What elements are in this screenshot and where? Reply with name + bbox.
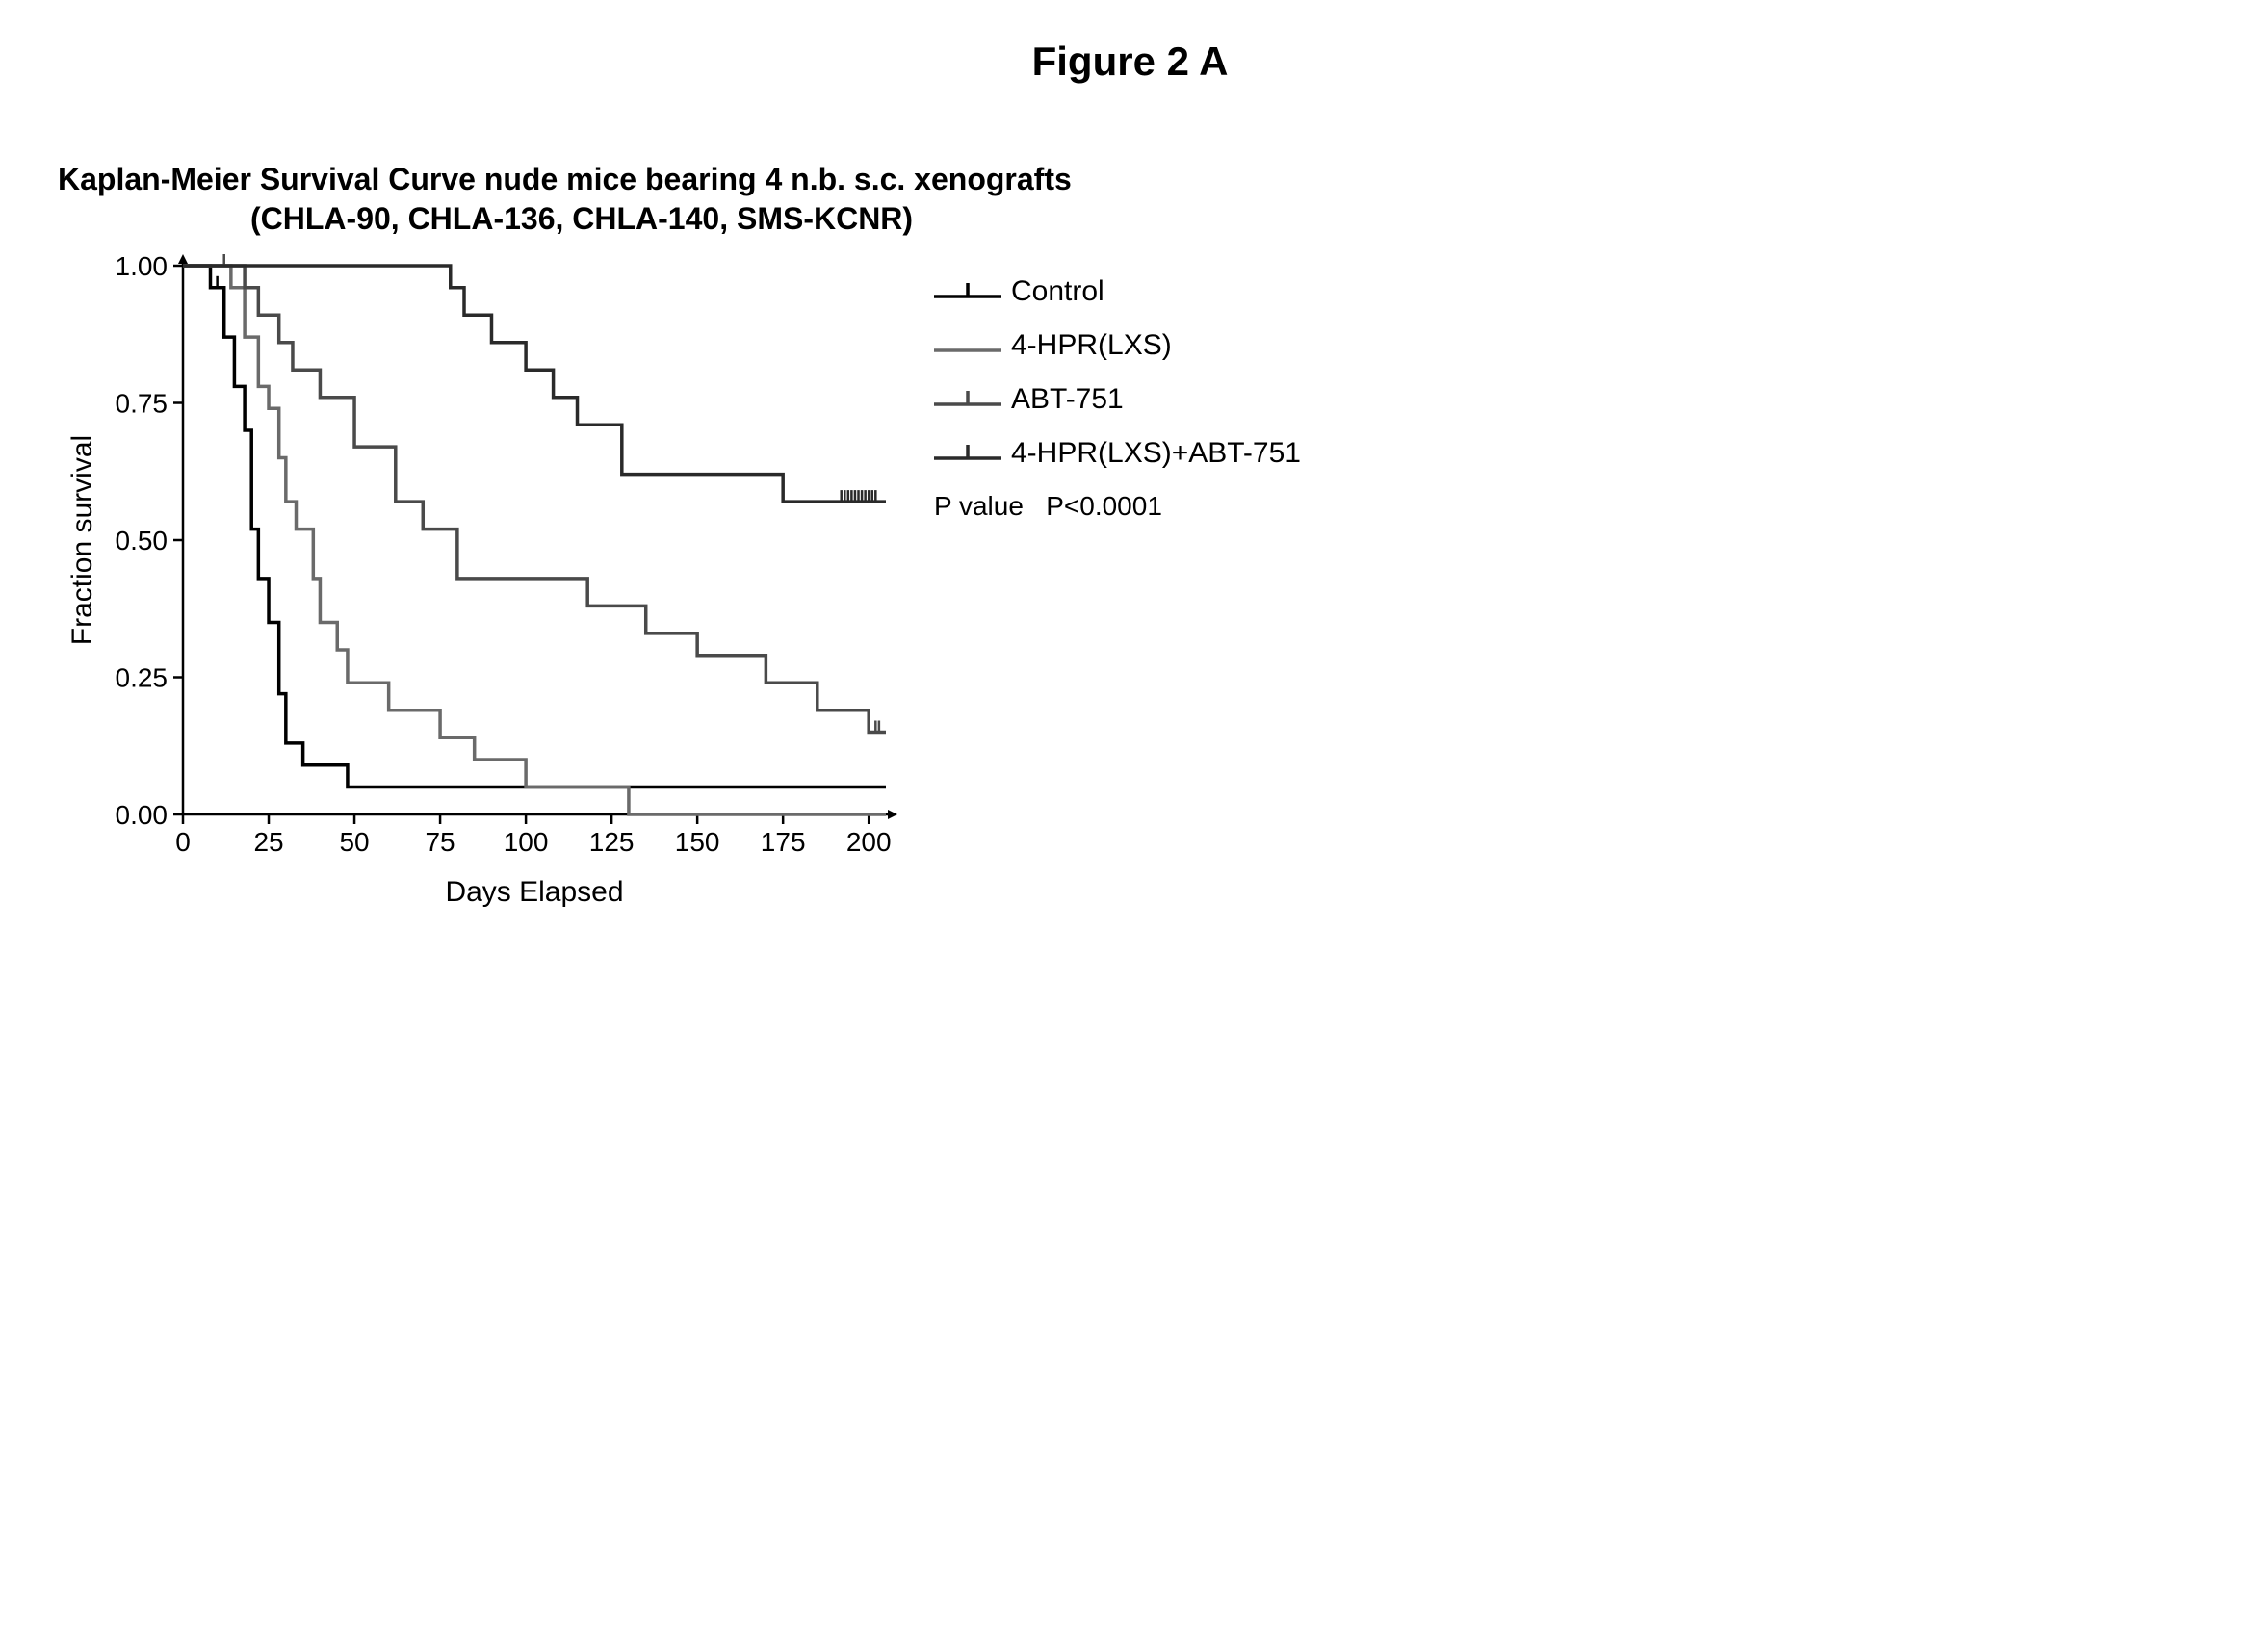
kaplan-meier-chart: 0 25 50 75 100 125 150 175 200 0.00 0.25 0.50 0.75 1.…: [39, 246, 905, 920]
svg-text:0.00: 0.00: [116, 800, 169, 830]
svg-text:200: 200: [846, 827, 892, 857]
legend-item: 4-HPR(LXS)+ABT-751: [934, 437, 1301, 470]
svg-text:0.75: 0.75: [116, 389, 169, 419]
svg-text:Fraction survival: Fraction survival: [66, 435, 98, 645]
svg-text:25: 25: [253, 827, 283, 857]
svg-text:50: 50: [339, 827, 369, 857]
legend-label: ABT-751: [1011, 383, 1124, 416]
legend-item: ABT-751: [934, 383, 1301, 416]
legend-item: 4-HPR(LXS): [934, 329, 1301, 362]
svg-text:100: 100: [504, 827, 549, 857]
svg-text:0.50: 0.50: [116, 526, 169, 555]
legend-label: Control: [1011, 275, 1104, 308]
legend-item: Control: [934, 275, 1301, 308]
svg-text:Days Elapsed: Days Elapsed: [445, 876, 623, 908]
svg-text:0: 0: [175, 827, 191, 857]
chart-title-line1: Kaplan-Meier Survival Curve nude mice be…: [58, 162, 2221, 197]
legend: Control 4-HPR(LXS) ABT-751 4-HPR(LXS)+ABT-7…: [934, 275, 1301, 522]
svg-text:1.00: 1.00: [116, 251, 169, 281]
chart-title-line2: (CHLA-90, CHLA-136, CHLA-140, SMS-KCNR): [250, 201, 2221, 237]
legend-label: 4-HPR(LXS): [1011, 329, 1172, 362]
svg-text:175: 175: [761, 827, 806, 857]
svg-text:75: 75: [425, 827, 455, 857]
svg-text:125: 125: [589, 827, 635, 857]
svg-text:0.25: 0.25: [116, 663, 169, 693]
figure-title: Figure 2 A: [39, 39, 2221, 85]
svg-text:150: 150: [675, 827, 720, 857]
legend-label: 4-HPR(LXS)+ABT-751: [1011, 437, 1301, 470]
p-value: P value P<0.0001: [934, 491, 1301, 522]
